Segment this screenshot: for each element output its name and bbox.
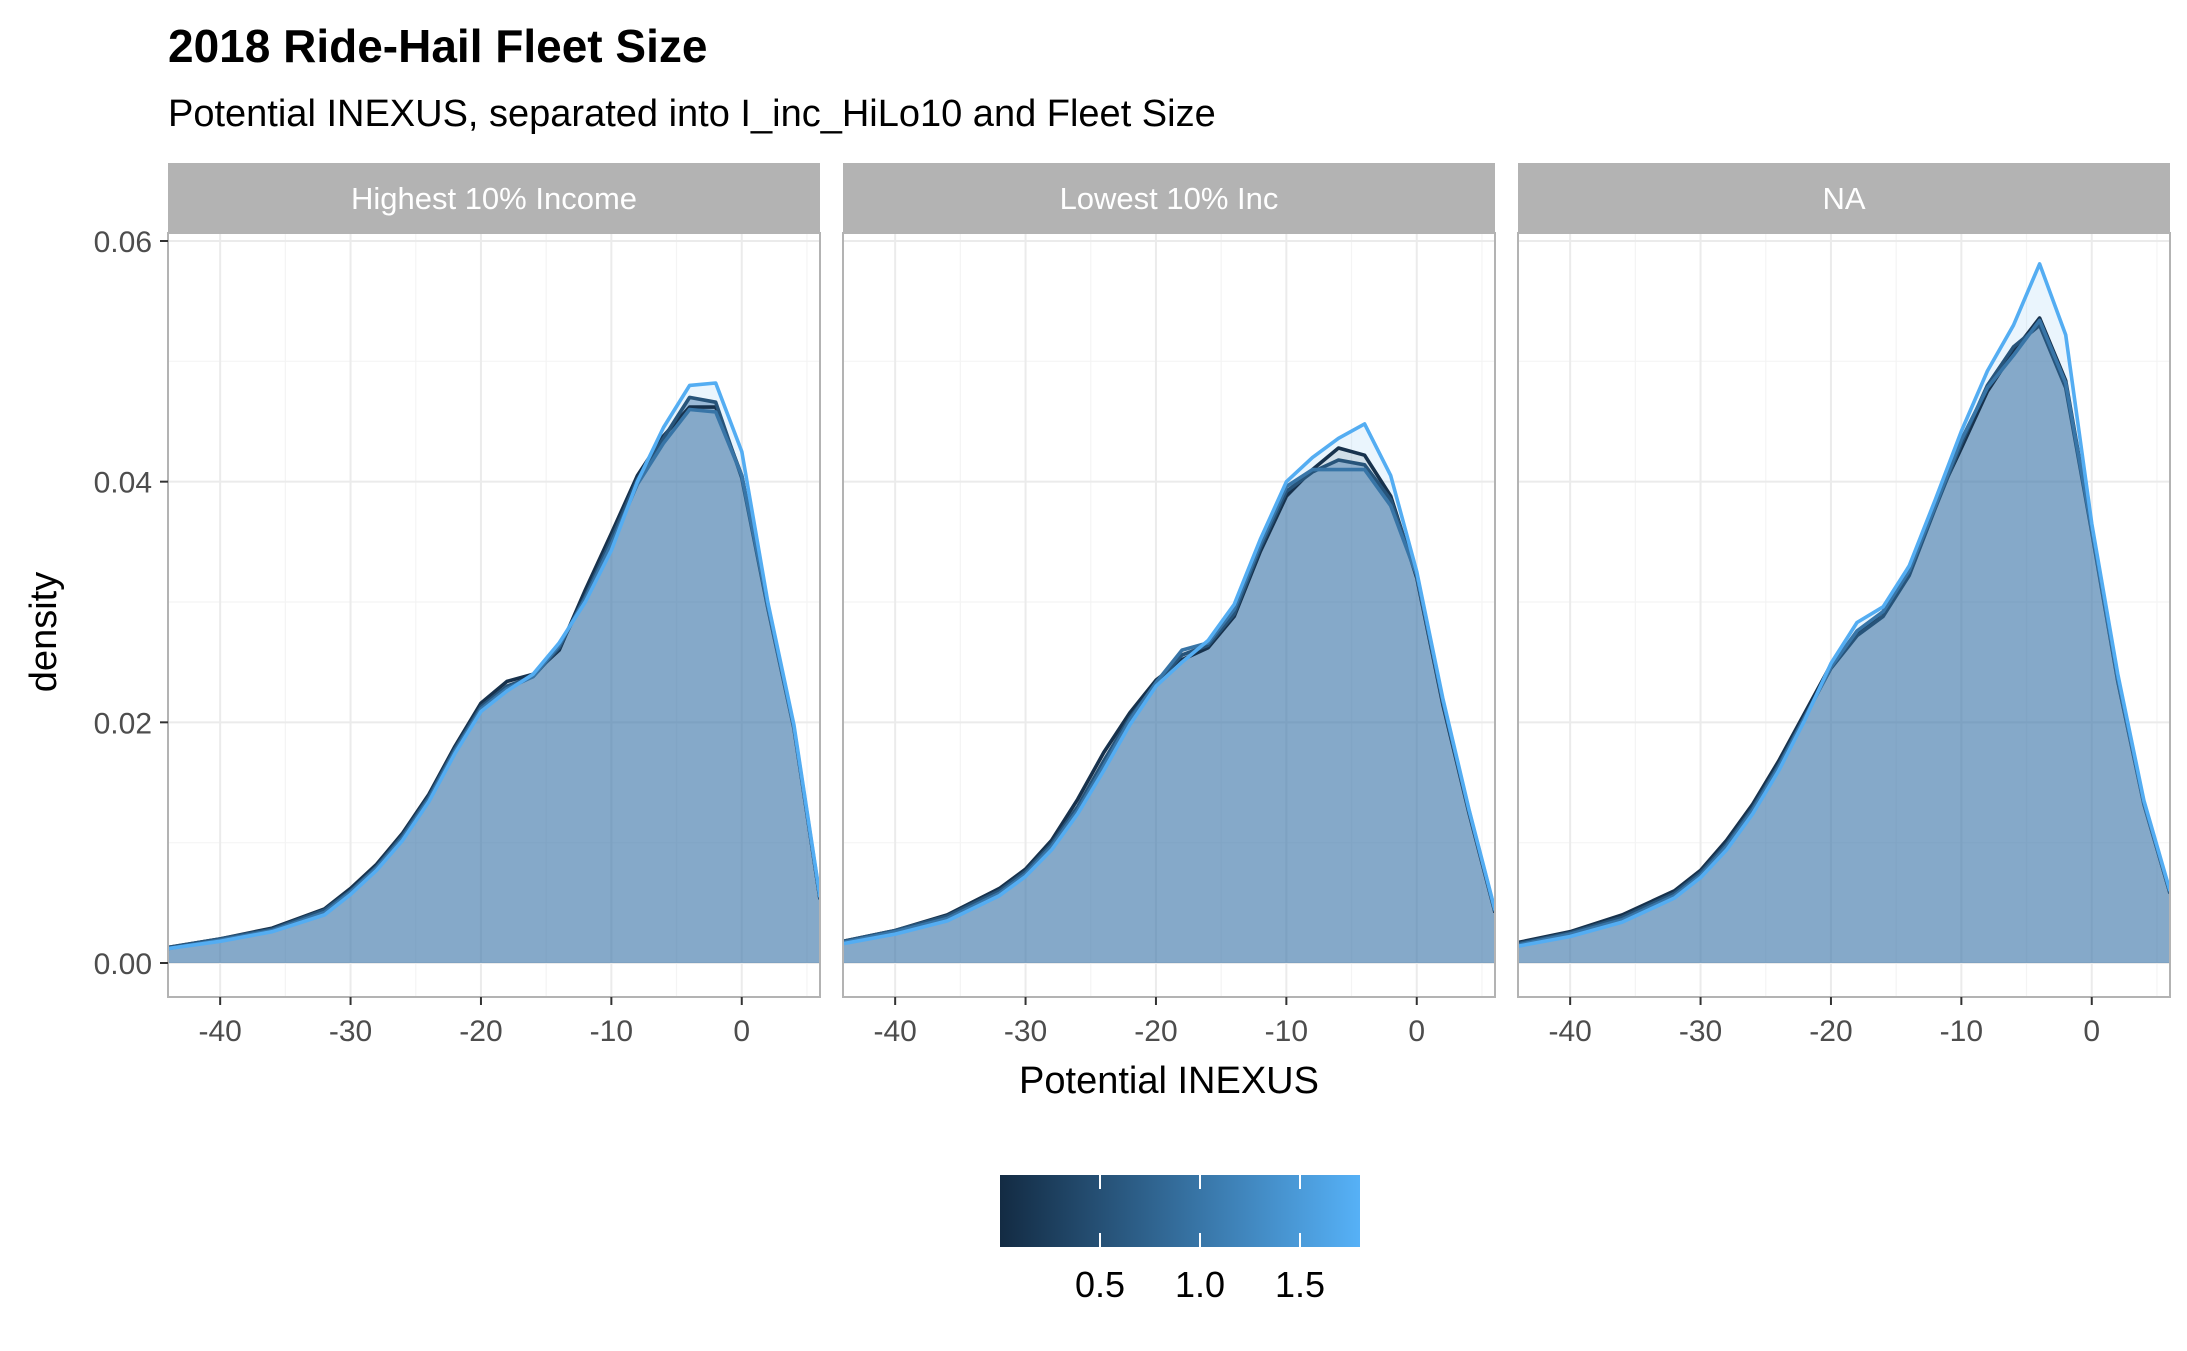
density-area [843,423,1495,963]
x-tick-label: -10 [590,1015,633,1048]
x-tick-label: -30 [1679,1015,1722,1048]
density-area [168,409,820,963]
density-line [843,467,1495,945]
panel-border [1517,232,2171,998]
density-area [168,397,820,963]
density-line [843,422,1495,946]
facet-label: Lowest 10% Inc [1060,181,1279,216]
x-tick-label: -10 [1265,1015,1308,1048]
density-line [1518,318,2170,947]
density-area [1518,325,2170,963]
density-area [843,448,1495,963]
density-area-overlay [843,460,1495,963]
density-area-overlay [1518,325,2170,963]
density-area [843,460,1495,963]
facet-panel: Lowest 10% Inc -40 -30 -20 -10 0 [842,163,1496,1048]
y-tick-label: 0.02 [94,707,152,740]
colorbar-ticks: 0.5 1.0 1.5 [1075,1175,1325,1305]
density-area [1518,318,2170,963]
density-series-group [168,381,820,964]
x-tick-label: 0 [1408,1015,1425,1048]
density-area [168,383,820,963]
facet-strip [843,163,1495,233]
density-line [168,381,820,951]
density-area [843,469,1495,963]
x-tick-label: -20 [459,1015,502,1048]
colorbar [1000,1175,1360,1247]
panel-background [168,233,820,997]
chart-title: 2018 Ride-Hail Fleet Size [168,20,707,72]
facet-label: Highest 10% Income [351,181,637,216]
x-tick-label: -30 [1004,1015,1047,1048]
facet-panels: Highest 10% Income -40 -30 -20 -10 0 0.00 0.02 0… [94,163,2171,1048]
density-area [168,407,820,964]
facet-panel: NA -40 -30 -20 -10 0 [1517,163,2171,1048]
colorbar-label: 1.0 [1175,1264,1225,1305]
color-legend: 0.5 1.0 1.5 [1000,1175,1360,1305]
y-tick-label: 0.06 [94,226,152,259]
colorbar-label: 0.5 [1075,1264,1125,1305]
facet-panel: Highest 10% Income -40 -30 -20 -10 0 0.00 0.02 0… [94,163,821,1048]
y-tick-label: 0.00 [94,948,152,981]
density-area-overlay [168,397,820,963]
y-tick-label: 0.04 [94,467,152,500]
panel-border [842,232,1496,998]
x-tick-label: -20 [1134,1015,1177,1048]
y-axis-title: density [23,572,65,692]
panel-border [167,232,821,998]
x-tick-label: -40 [1548,1015,1591,1048]
x-tick-label: -40 [198,1015,241,1048]
x-tick-label: -30 [329,1015,372,1048]
density-series-group [1518,262,2170,963]
x-tick-label: -40 [873,1015,916,1048]
density-line [1518,262,2170,948]
x-tick-label: -20 [1809,1015,1852,1048]
panel-background [1518,233,2170,997]
x-tick-label: 0 [2083,1015,2100,1048]
density-line [168,407,820,951]
chart-subtitle: Potential INEXUS, separated into I_inc_H… [168,93,1216,135]
density-area [1518,263,2170,963]
facet-label: NA [1822,181,1865,216]
density-series-group [843,422,1495,963]
facet-strip [168,163,820,233]
colorbar-label: 1.5 [1275,1264,1325,1305]
x-tick-label: 0 [733,1015,750,1048]
density-area [1518,320,2170,963]
facet-strip [1518,163,2170,233]
panel-background [843,233,1495,997]
x-tick-label: -10 [1940,1015,1983,1048]
x-axis-title: Potential INEXUS [1019,1060,1319,1102]
